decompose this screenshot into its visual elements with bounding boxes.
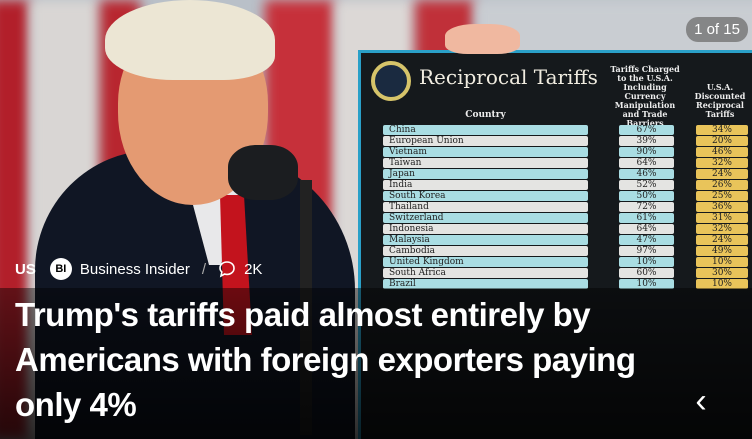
headline[interactable]: Trump's tariffs paid almost entirely by … (15, 296, 636, 423)
region-label[interactable]: US (15, 260, 36, 278)
sign-charged-value: 52% (619, 180, 674, 190)
chevron-left-icon[interactable]: ‹ (695, 382, 707, 420)
microphone-icon (228, 145, 298, 200)
sign-country: United Kingdom (383, 257, 588, 267)
article-meta: US BI Business Insider / 2K (15, 258, 262, 280)
gallery-counter: 1 of 15 (686, 17, 748, 42)
presidential-seal-icon (371, 61, 411, 101)
sign-discounted-value: 24% (696, 169, 748, 179)
sign-country: European Union (383, 136, 588, 146)
sign-discounted-value: 49% (696, 246, 748, 256)
sign-country: Switzerland (383, 213, 588, 223)
sign-charged-value: 50% (619, 191, 674, 201)
sign-discounted-value: 10% (696, 257, 748, 267)
sign-country: China (383, 125, 588, 135)
sign-country: Indonesia (383, 224, 588, 234)
sign-charged-value: 64% (619, 224, 674, 234)
sign-country: Malaysia (383, 235, 588, 245)
sign-col-discounted: U.S.A. Discounted Reciprocal Tariffs (694, 82, 746, 119)
sign-charged-value: 60% (619, 268, 674, 278)
speech-bubble-icon[interactable] (218, 260, 236, 278)
sign-country: India (383, 180, 588, 190)
sign-col-charged: Tariffs Charged to the U.S.A. Including … (610, 64, 680, 128)
sign-charged-value: 10% (619, 257, 674, 267)
sign-charged-value: 97% (619, 246, 674, 256)
sign-country: Cambodia (383, 246, 588, 256)
publisher-logo: BI (49, 258, 72, 280)
sign-discounted-value: 31% (696, 213, 748, 223)
sign-title: Reciprocal Tariffs (419, 65, 598, 89)
sign-discounted-value: 26% (696, 180, 748, 190)
speaker-hair (105, 0, 275, 80)
sign-discounted-value: 25% (696, 191, 748, 201)
sign-charged-value: 10% (619, 279, 674, 289)
gradient-overlay (0, 288, 752, 439)
sign-discounted-value: 32% (696, 158, 748, 168)
sign-charged-value: 67% (619, 125, 674, 135)
sign-discounted-value: 10% (696, 279, 748, 289)
sign-discounted-value: 36% (696, 202, 748, 212)
sign-charged-value: 72% (619, 202, 674, 212)
sign-country: Brazil (383, 279, 588, 289)
separator: / (201, 260, 207, 278)
hand (445, 24, 520, 54)
sign-charged-value: 90% (619, 147, 674, 157)
publisher-name[interactable]: Business Insider (79, 260, 190, 278)
sign-country: Thailand (383, 202, 588, 212)
sign-charged-value: 47% (619, 235, 674, 245)
sign-charged-value: 61% (619, 213, 674, 223)
sign-charged-value: 64% (619, 158, 674, 168)
sign-charged-value: 39% (619, 136, 674, 146)
sign-discounted-value: 46% (696, 147, 748, 157)
sign-country: Japan (383, 169, 588, 179)
sign-country: Vietnam (383, 147, 588, 157)
sign-country: Taiwan (383, 158, 588, 168)
sign-discounted-value: 20% (696, 136, 748, 146)
comment-count[interactable]: 2K (244, 260, 263, 278)
sign-discounted-value: 30% (696, 268, 748, 278)
sign-discounted-value: 34% (696, 125, 748, 135)
sign-discounted-value: 32% (696, 224, 748, 234)
sign-country: South Korea (383, 191, 588, 201)
sign-country: South Africa (383, 268, 588, 278)
sign-charged-value: 46% (619, 169, 674, 179)
sign-discounted-value: 24% (696, 235, 748, 245)
sign-col-country: Country (465, 110, 506, 120)
